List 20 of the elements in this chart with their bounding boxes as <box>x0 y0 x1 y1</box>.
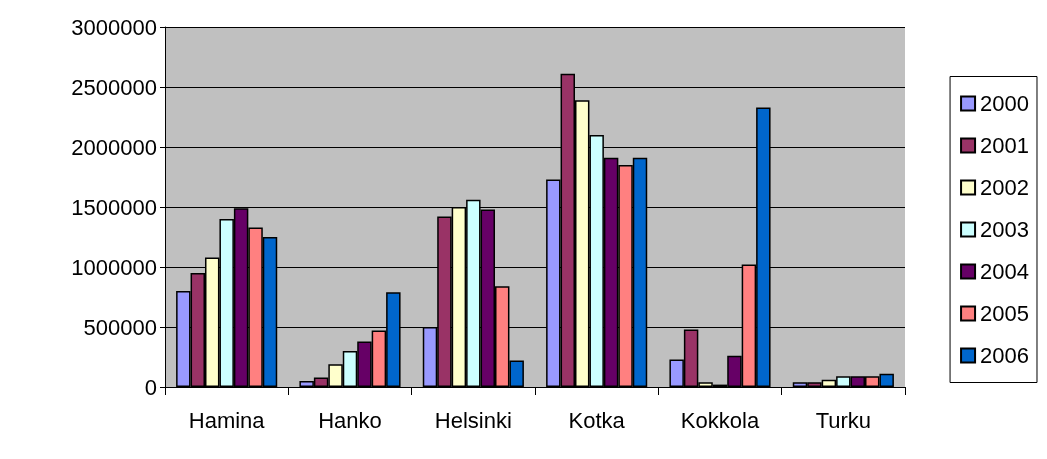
y-tick-label: 3000000 <box>71 14 157 40</box>
legend-label: 2001 <box>980 133 1030 158</box>
y-tick-label: 1500000 <box>71 194 157 220</box>
y-tick-label: 500000 <box>83 314 157 340</box>
x-tick-label: Helsinki <box>434 407 512 433</box>
y-tick-label: 2000000 <box>71 134 157 160</box>
x-tick-label: Hanko <box>318 407 382 433</box>
legend-label: 2000 <box>980 91 1030 116</box>
x-tick-label: Kotka <box>568 407 626 433</box>
y-tick-label: 2500000 <box>71 74 157 100</box>
legend-label: 2003 <box>980 217 1030 242</box>
legend-label: 2006 <box>980 343 1030 368</box>
legend-label: 2002 <box>980 175 1030 200</box>
x-tick-label: Turku <box>815 407 872 433</box>
legend-label: 2005 <box>980 301 1030 326</box>
x-tick-label: Kokkola <box>680 407 760 433</box>
x-tick-label: Hamina <box>188 407 266 433</box>
y-tick-label: 1000000 <box>71 254 157 280</box>
y-tick-label: 0 <box>144 374 157 400</box>
legend-label: 2004 <box>980 259 1030 284</box>
